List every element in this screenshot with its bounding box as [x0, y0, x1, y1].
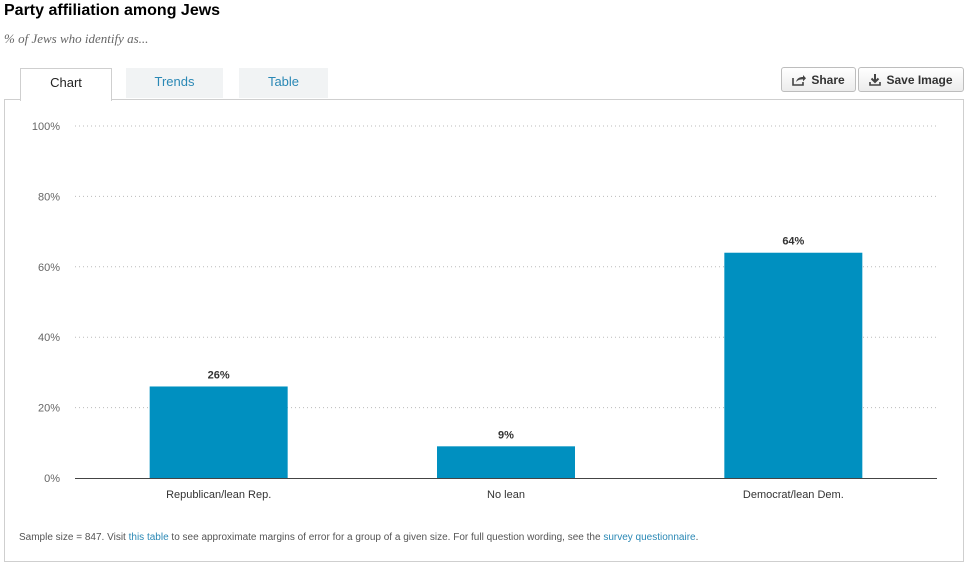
share-label: Share — [811, 72, 845, 87]
y-tick-label: 0% — [44, 473, 60, 485]
footnote-text-3: . — [695, 532, 699, 543]
save-image-label: Save Image — [886, 72, 953, 87]
tab-table[interactable]: Table — [239, 68, 328, 98]
data-label: 26% — [208, 369, 230, 381]
share-button[interactable]: Share — [781, 67, 856, 92]
bar — [724, 252, 863, 478]
chart-subtitle: % of Jews who identify as... — [4, 31, 149, 46]
download-icon — [869, 73, 882, 86]
y-tick-label: 80% — [38, 191, 60, 203]
margin-of-error-table-link[interactable]: this table — [128, 532, 169, 543]
bar — [437, 446, 575, 478]
footnote-text-2: to see approximate margins of error for … — [168, 532, 604, 543]
x-tick-label: Republican/lean Rep. — [166, 489, 271, 501]
data-label: 9% — [498, 429, 514, 441]
y-tick-label: 40% — [38, 332, 60, 344]
x-tick-label: No lean — [487, 489, 525, 501]
y-tick-label: 100% — [32, 121, 60, 133]
footnote-text-1: Sample size = 847. Visit — [19, 532, 129, 543]
share-icon — [792, 74, 807, 86]
chart-title: Party affiliation among Jews — [4, 2, 221, 19]
save-image-button[interactable]: Save Image — [858, 67, 964, 92]
tab-trends[interactable]: Trends — [126, 68, 223, 98]
bar-chart: 0% 20% 40% 60% 80% 100% 26% Republican/lean Rep… — [32, 121, 937, 501]
tab-chart[interactable]: Chart — [20, 68, 112, 101]
y-tick-label: 60% — [38, 262, 60, 274]
x-tick-label: Democrat/lean Dem. — [743, 489, 844, 501]
data-label: 64% — [782, 236, 804, 248]
survey-questionnaire-link[interactable]: survey questionnaire — [603, 532, 696, 543]
y-tick-label: 20% — [38, 403, 60, 415]
footnote: Sample size = 847. Visit this table to s… — [19, 532, 698, 543]
bar — [149, 386, 288, 478]
